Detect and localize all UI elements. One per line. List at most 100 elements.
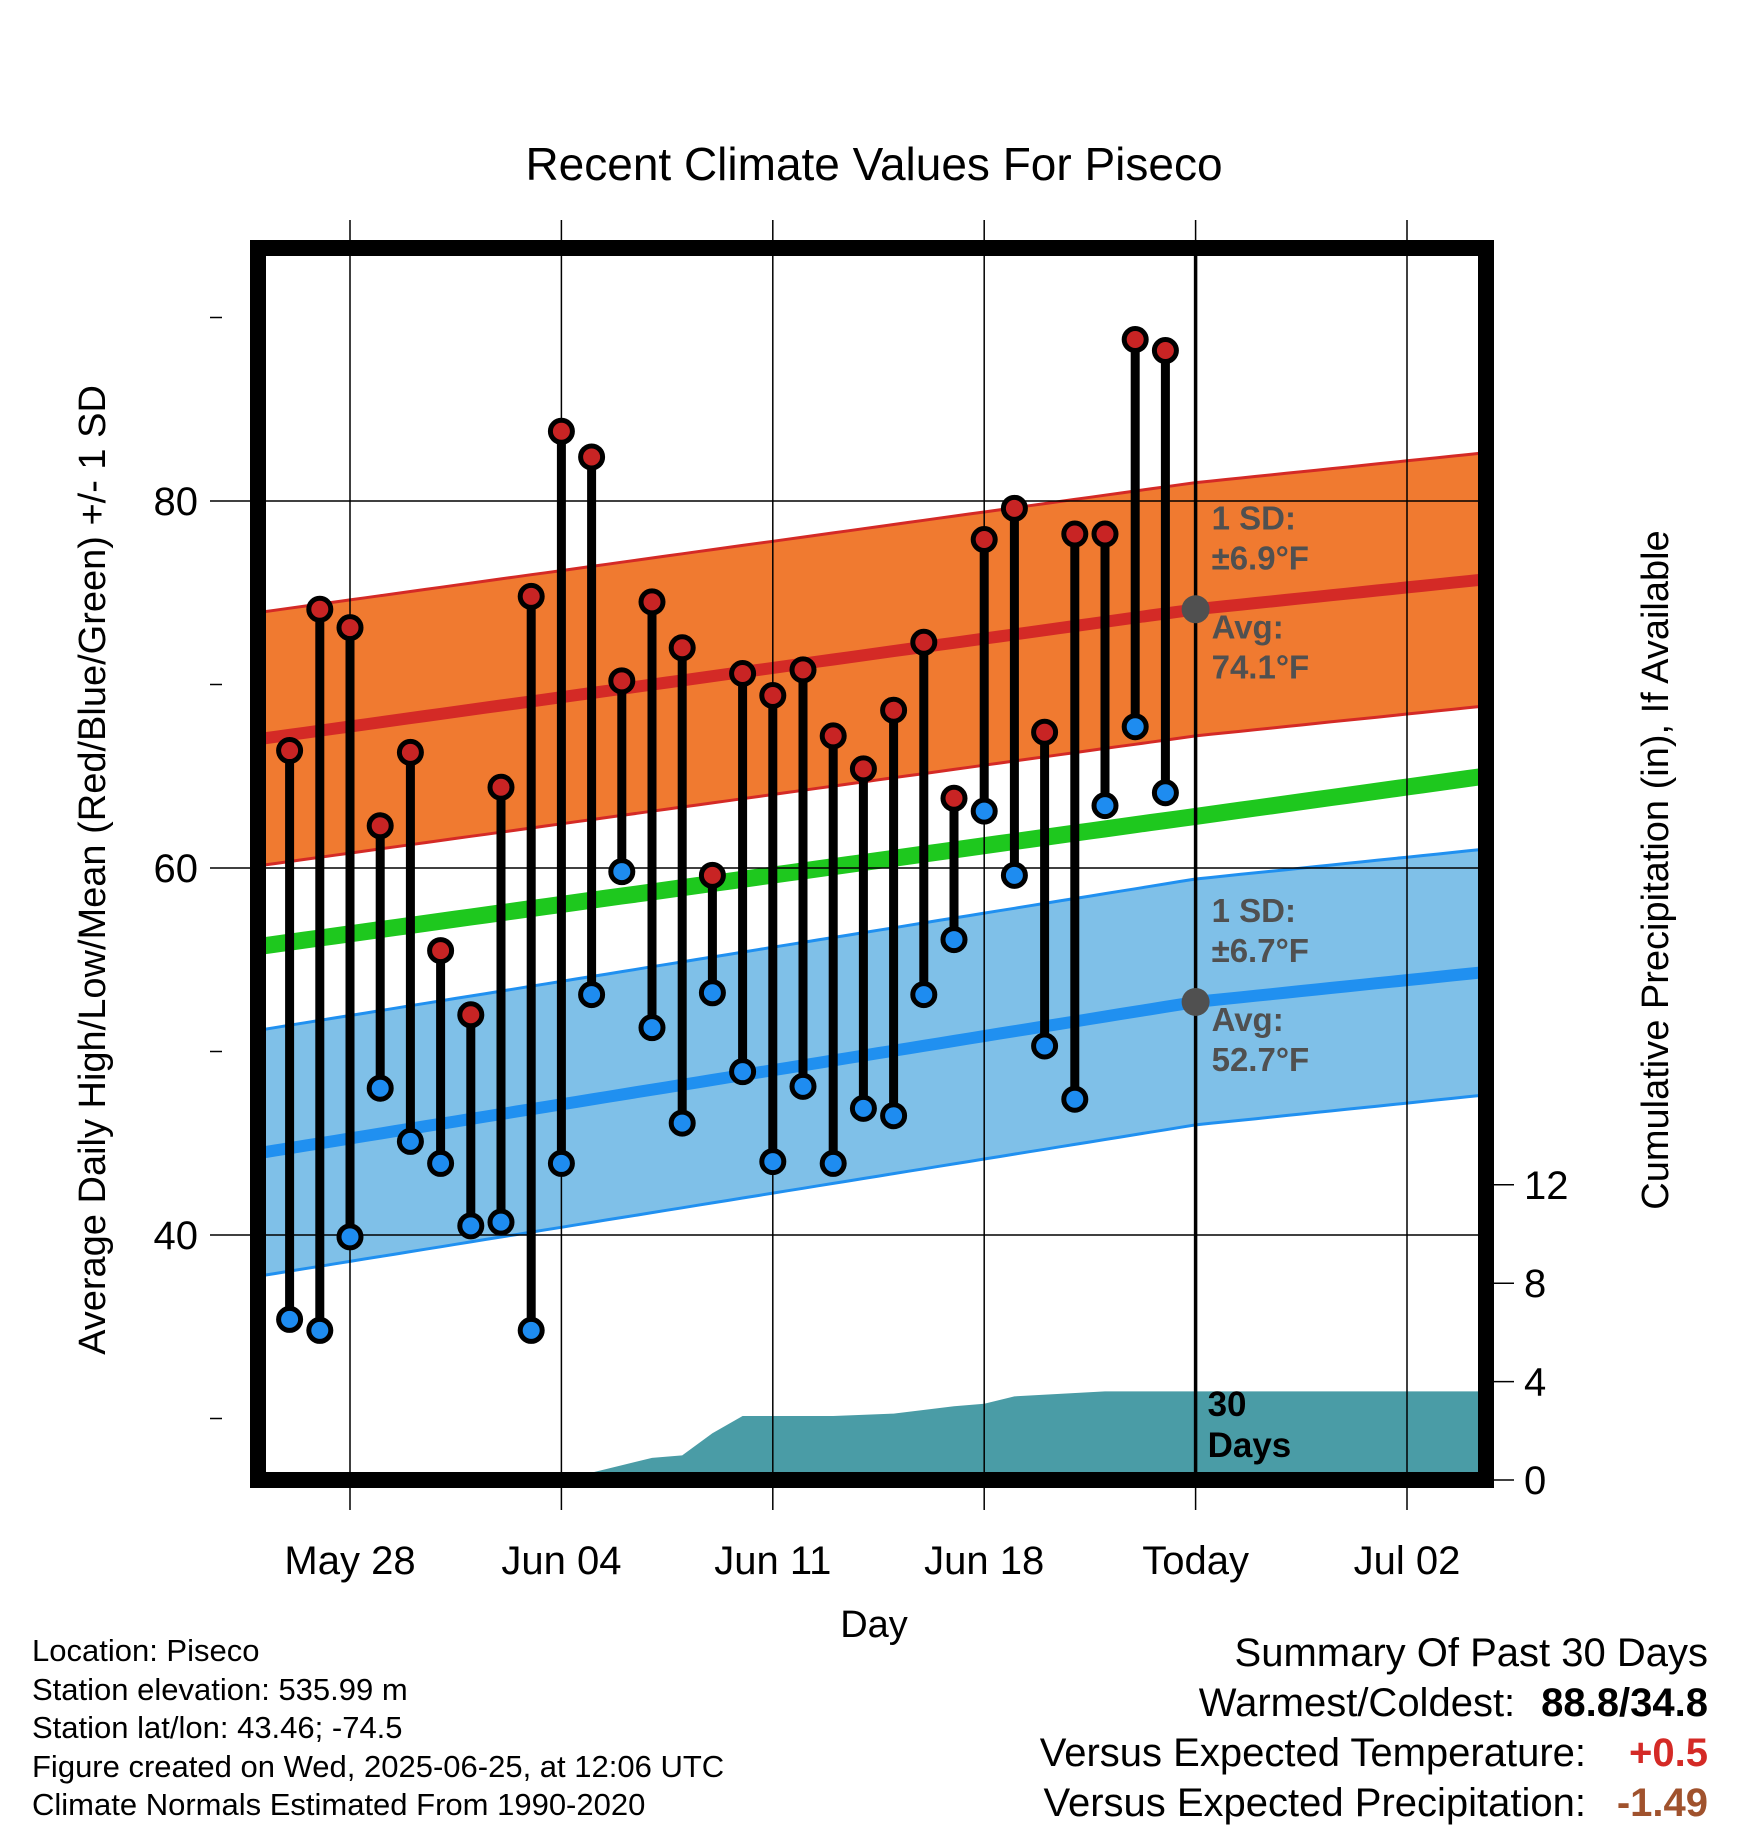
summary-panel: Summary Of Past 30 Days Warmest/Coldest:… bbox=[1040, 1628, 1708, 1828]
high-point bbox=[1121, 326, 1149, 354]
y2-axis-label: Cumulative Precipitation (in), If Availa… bbox=[1635, 530, 1677, 1209]
high-point bbox=[396, 738, 424, 766]
high-avg-value: 74.1°F bbox=[1212, 648, 1310, 685]
high-point bbox=[880, 696, 908, 724]
high-point bbox=[578, 443, 606, 471]
summary-temp-row: Versus Expected Temperature: +0.5 bbox=[1040, 1728, 1708, 1778]
low-point bbox=[608, 858, 636, 886]
low-avg-today-marker bbox=[1181, 987, 1210, 1016]
low-point bbox=[1000, 861, 1028, 889]
low-point bbox=[427, 1149, 455, 1177]
temp-value: +0.5 bbox=[1629, 1731, 1708, 1775]
low-point bbox=[1091, 792, 1119, 820]
high-sd-label: 1 SD: bbox=[1212, 499, 1296, 536]
x-axis-label: Day bbox=[840, 1604, 908, 1646]
high-avg-label: Avg: bbox=[1212, 608, 1284, 645]
y-tick-label: 80 bbox=[154, 480, 199, 524]
precip-value: -1.49 bbox=[1616, 1781, 1708, 1825]
low-point bbox=[517, 1316, 545, 1344]
low-point bbox=[698, 979, 726, 1007]
low-point bbox=[578, 981, 606, 1009]
y2-tick-label: 12 bbox=[1524, 1164, 1569, 1208]
low-point bbox=[1151, 779, 1179, 807]
low-point bbox=[1121, 713, 1149, 741]
high-point bbox=[970, 526, 998, 554]
latlon-text: Station lat/lon: 43.46; -74.5 bbox=[32, 1710, 403, 1745]
days-count-number: 30 bbox=[1208, 1385, 1247, 1424]
low-point bbox=[789, 1072, 817, 1100]
created-text: Figure created on Wed, 2025-06-25, at 12… bbox=[32, 1748, 725, 1784]
precipitation-area bbox=[258, 1391, 1486, 1480]
high-point bbox=[668, 634, 696, 662]
elevation-text: Station elevation: 535.99 m bbox=[32, 1671, 408, 1707]
high-sd-value: ±6.9°F bbox=[1212, 539, 1309, 576]
low-point bbox=[849, 1094, 877, 1122]
high-point bbox=[1000, 494, 1028, 522]
high-normal-line bbox=[258, 573, 1486, 746]
y2-tick-label: 0 bbox=[1524, 1459, 1546, 1503]
high-point bbox=[1031, 718, 1059, 746]
x-tick-label: Jun 04 bbox=[501, 1539, 621, 1583]
x-tick-label: Jun 11 bbox=[714, 1539, 831, 1583]
warmest-value: 88.8/34.8 bbox=[1541, 1681, 1708, 1725]
high-point bbox=[910, 628, 938, 656]
x-tick-label: Today bbox=[1142, 1539, 1249, 1583]
low-point bbox=[336, 1223, 364, 1251]
low-normal-band-lower-edge bbox=[258, 1093, 1486, 1278]
y2-tick-label: 8 bbox=[1524, 1262, 1546, 1306]
low-point bbox=[396, 1127, 424, 1155]
low-point bbox=[457, 1212, 485, 1240]
summary-precip-row: Versus Expected Precipitation: -1.49 bbox=[1040, 1778, 1708, 1828]
low-point bbox=[910, 981, 938, 1009]
summary-warmest-row: Warmest/Coldest: 88.8/34.8 bbox=[1040, 1678, 1708, 1728]
low-point bbox=[668, 1109, 696, 1137]
high-point bbox=[1151, 337, 1179, 365]
high-point bbox=[457, 1001, 485, 1029]
low-point bbox=[970, 797, 998, 825]
x-tick-label: Jul 02 bbox=[1354, 1539, 1461, 1583]
high-point bbox=[729, 659, 757, 687]
normals-text: Climate Normals Estimated From 1990-2020 bbox=[32, 1787, 646, 1822]
high-point bbox=[336, 614, 364, 642]
low-avg-value: 52.7°F bbox=[1212, 1041, 1310, 1078]
high-point bbox=[1061, 520, 1089, 548]
x-tick-label: Jun 18 bbox=[924, 1539, 1044, 1583]
low-avg-label: Avg: bbox=[1212, 1001, 1284, 1038]
high-point bbox=[638, 588, 666, 616]
station-info: Location: Piseco Station elevation: 535.… bbox=[32, 1632, 724, 1825]
high-point bbox=[517, 582, 545, 610]
low-sd-label: 1 SD: bbox=[1212, 892, 1296, 929]
y2-tick-label: 4 bbox=[1524, 1361, 1546, 1405]
high-point bbox=[698, 861, 726, 889]
high-point bbox=[819, 722, 847, 750]
high-normal-band-upper-edge bbox=[258, 451, 1486, 615]
low-point bbox=[547, 1149, 575, 1177]
high-point bbox=[608, 667, 636, 695]
temp-label: Versus Expected Temperature: bbox=[1039, 1731, 1586, 1775]
high-point bbox=[427, 937, 455, 965]
low-point bbox=[1061, 1085, 1089, 1113]
low-point bbox=[759, 1148, 787, 1176]
y-tick-label: 40 bbox=[154, 1214, 199, 1258]
low-point bbox=[487, 1208, 515, 1236]
high-avg-today-marker bbox=[1181, 595, 1210, 624]
high-point bbox=[487, 773, 515, 801]
low-point bbox=[729, 1058, 757, 1086]
low-point bbox=[366, 1074, 394, 1102]
low-point bbox=[880, 1102, 908, 1130]
high-point bbox=[759, 682, 787, 710]
summary-title: Summary Of Past 30 Days bbox=[1234, 1631, 1708, 1675]
low-sd-value: ±6.7°F bbox=[1212, 932, 1309, 969]
chart-title: Recent Climate Values For Piseco bbox=[525, 138, 1222, 190]
high-point bbox=[366, 812, 394, 840]
warmest-label: Warmest/Coldest: bbox=[1198, 1681, 1516, 1725]
y-axis-label: Average Daily High/Low/Mean (Red/Blue/Gr… bbox=[72, 385, 114, 1355]
low-point bbox=[940, 926, 968, 954]
x-tick-label: May 28 bbox=[284, 1539, 415, 1583]
high-point bbox=[306, 595, 334, 623]
plot-frame bbox=[250, 240, 1494, 1488]
y-tick-label: 60 bbox=[154, 847, 199, 891]
low-point bbox=[306, 1316, 334, 1344]
